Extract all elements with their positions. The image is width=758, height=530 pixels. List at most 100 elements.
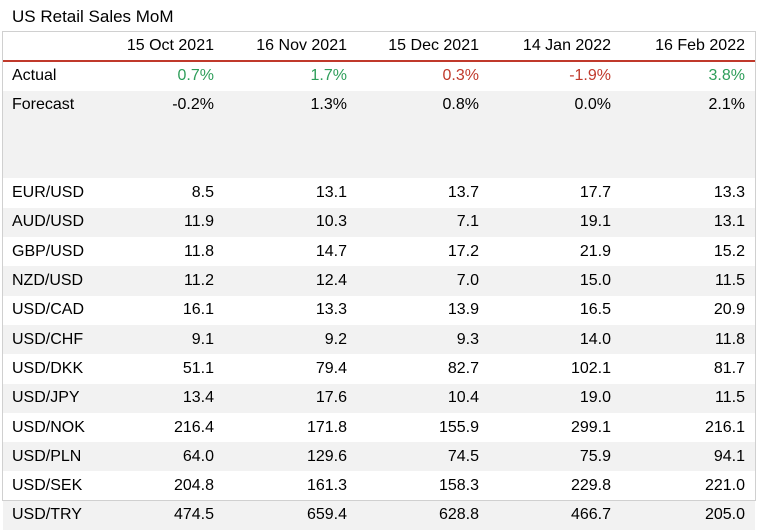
table-cell: 11.9 xyxy=(184,213,214,231)
table-cell: 21.9 xyxy=(579,242,611,260)
forecast-value: 1.3% xyxy=(310,96,347,114)
table-cell: 102.1 xyxy=(570,359,611,377)
table-cell: 15.2 xyxy=(713,242,745,260)
table-cell: 13.4 xyxy=(182,389,214,407)
table-cell: 229.8 xyxy=(570,477,611,495)
table-row: USD/CAD 16.1 13.3 13.9 16.5 20.9 xyxy=(3,296,755,325)
table-cell: 205.0 xyxy=(704,506,745,524)
table-row: USD/SEK 204.8 161.3 158.3 229.8 221.0 xyxy=(3,471,755,500)
currency-pair-rows: EUR/USD 8.5 13.1 13.7 17.7 13.3 AUD/USD 11.9 10.… xyxy=(3,178,755,530)
table-row: USD/NOK 216.4 171.8 155.9 299.1 216.1 xyxy=(3,413,755,442)
header-row: 15 Oct 2021 16 Nov 2021 15 Dec 2021 14 J… xyxy=(3,32,755,62)
column-header: 15 Dec 2021 xyxy=(388,37,479,55)
actual-value: -1.9% xyxy=(569,67,611,85)
table-cell: 94.1 xyxy=(713,447,745,465)
table-cell: 474.5 xyxy=(173,506,214,524)
row-label: EUR/USD xyxy=(12,184,85,202)
table-cell: 8.5 xyxy=(191,184,214,202)
actual-value: 0.7% xyxy=(177,67,214,85)
row-label: Forecast xyxy=(12,96,75,114)
table-cell: 20.9 xyxy=(713,301,745,319)
table-row: AUD/USD 11.9 10.3 7.1 19.1 13.1 xyxy=(3,207,755,238)
column-header: 15 Oct 2021 xyxy=(126,37,214,55)
table-cell: 11.8 xyxy=(715,330,745,348)
table-row: USD/PLN 64.0 129.6 74.5 75.9 94.1 xyxy=(3,442,755,472)
forecast-value: 0.8% xyxy=(442,96,479,114)
table-cell: 659.4 xyxy=(306,506,347,524)
table-cell: 13.7 xyxy=(447,184,479,202)
retail-sales-table: 15 Oct 2021 16 Nov 2021 15 Dec 2021 14 J… xyxy=(3,32,755,530)
table-cell: 19.1 xyxy=(579,213,611,231)
table-cell: 204.8 xyxy=(173,477,214,495)
table-cell: 11.2 xyxy=(184,272,214,290)
spacer-row xyxy=(3,119,755,150)
row-label: USD/NOK xyxy=(12,418,85,436)
table-cell: 171.8 xyxy=(306,418,347,436)
table-cell: 13.1 xyxy=(315,184,347,202)
row-label: Actual xyxy=(12,67,57,85)
table-row: NZD/USD 11.2 12.4 7.0 15.0 11.5 xyxy=(3,266,755,296)
table-cell: 11.5 xyxy=(715,272,745,290)
table-cell: 81.7 xyxy=(713,359,745,377)
table-cell: 466.7 xyxy=(570,506,611,524)
column-header: 16 Nov 2021 xyxy=(256,37,347,55)
row-label: USD/CAD xyxy=(12,301,85,319)
table-cell: 129.6 xyxy=(306,447,347,465)
table-cell: 64.0 xyxy=(182,447,214,465)
table-cell: 7.0 xyxy=(456,272,479,290)
table-cell: 14.0 xyxy=(579,330,611,348)
table-cell: 51.1 xyxy=(182,359,214,377)
table-row: GBP/USD 11.8 14.7 17.2 21.9 15.2 xyxy=(3,237,755,266)
forecast-value: 0.0% xyxy=(574,96,611,114)
table-cell: 9.3 xyxy=(456,330,479,348)
table-cell: 161.3 xyxy=(306,477,347,495)
table-cell: 11.8 xyxy=(184,242,214,260)
table-cell: 75.9 xyxy=(579,447,611,465)
forecast-value: -0.2% xyxy=(172,96,214,114)
row-label: USD/SEK xyxy=(12,477,83,495)
forecast-value: 2.1% xyxy=(708,96,745,114)
actual-value: 1.7% xyxy=(310,67,347,85)
table-cell: 299.1 xyxy=(570,418,611,436)
table-cell: 7.1 xyxy=(456,213,479,231)
page-title: US Retail Sales MoM xyxy=(12,7,174,26)
actual-value: 3.8% xyxy=(708,67,745,85)
table-cell: 13.1 xyxy=(713,213,745,231)
column-header: 14 Jan 2022 xyxy=(522,37,611,55)
table-cell: 155.9 xyxy=(438,418,479,436)
table-cell: 15.0 xyxy=(579,272,611,290)
row-label: USD/JPY xyxy=(12,389,80,407)
table-cell: 74.5 xyxy=(447,447,479,465)
table-cell: 10.4 xyxy=(447,389,479,407)
table-row: USD/DKK 51.1 79.4 82.7 102.1 81.7 xyxy=(3,354,755,383)
table-cell: 82.7 xyxy=(447,359,479,377)
table-row: USD/CHF 9.1 9.2 9.3 14.0 11.8 xyxy=(3,324,755,355)
table-row: USD/JPY 13.4 17.6 10.4 19.0 11.5 xyxy=(3,383,755,413)
data-table-container: 15 Oct 2021 16 Nov 2021 15 Dec 2021 14 J… xyxy=(2,31,756,530)
spacer-cell xyxy=(3,120,755,149)
table-row: USD/TRY 474.5 659.4 628.8 466.7 205.0 xyxy=(3,500,755,530)
table-cell: 12.4 xyxy=(315,272,347,290)
table-cell: 10.3 xyxy=(315,213,347,231)
table-cell: 221.0 xyxy=(704,477,745,495)
row-label: USD/CHF xyxy=(12,330,84,348)
row-label: USD/PLN xyxy=(12,447,82,465)
table-cell: 13.9 xyxy=(447,301,479,319)
forecast-row: Forecast -0.2% 1.3% 0.8% 0.0% 2.1% xyxy=(3,90,755,120)
table-cell: 216.1 xyxy=(704,418,745,436)
table-cell: 11.5 xyxy=(715,389,745,407)
row-label: GBP/USD xyxy=(12,242,85,260)
table-cell: 16.1 xyxy=(182,301,214,319)
table-cell: 17.6 xyxy=(315,389,347,407)
table-cell: 216.4 xyxy=(173,418,214,436)
actual-value: 0.3% xyxy=(442,67,479,85)
table-cell: 19.0 xyxy=(579,389,611,407)
row-label: AUD/USD xyxy=(12,213,85,231)
table-cell: 17.2 xyxy=(447,242,479,260)
table-row: EUR/USD 8.5 13.1 13.7 17.7 13.3 xyxy=(3,178,755,207)
corner-cell xyxy=(3,32,99,61)
table-cell: 14.7 xyxy=(315,242,347,260)
table-cell: 79.4 xyxy=(315,359,347,377)
table-cell: 158.3 xyxy=(438,477,479,495)
spacer-cell xyxy=(3,149,755,178)
